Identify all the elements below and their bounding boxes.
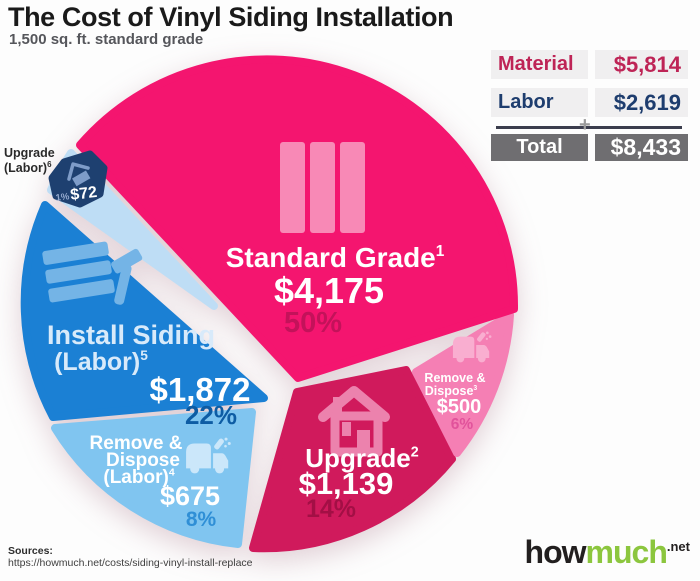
slice-text-remove-dispose-labor: (Labor)4 [103,467,174,488]
sources: Sources: https://howmuch.net/costs/sidin… [8,545,253,569]
tilted-house-icon [67,162,91,187]
slice-footnote: 6 [47,159,52,169]
slice-label-line: (Labor) [4,160,48,175]
labor-value: $2,619 [595,88,688,117]
slice-text-remove-dispose: Dispose3 [425,384,478,398]
svg-text:1%: 1% [55,191,71,204]
table-row-material: Material $5,814 [491,50,688,79]
cost-summary-table: Material $5,814 + Labor $2,619 Total $8,… [491,50,688,161]
slice-text-standard-grade: Standard Grade1 [226,242,445,273]
slice-text-remove-dispose: $500 [437,396,482,418]
slice-text-remove-dispose-labor: Remove & [90,433,183,454]
garbage-truck-icon [186,437,231,474]
logo-part2: much [585,534,668,570]
slice-text-install-siding-labor: $1,872 [150,371,251,408]
howmuch-logo: howmuch.net [525,534,690,571]
slice-text-remove-dispose-labor: Dispose [106,450,180,471]
sources-label: Sources: [8,545,53,557]
source-url[interactable]: https://howmuch.net/costs/siding-vinyl-i… [8,557,253,569]
slice-label-upgrade-labor: Upgrade (Labor)6 [4,146,55,175]
slice-text-remove-dispose-labor: $675 [160,481,220,511]
siding-hammer-icon [42,241,143,305]
page-subtitle: 1,500 sq. ft. standard grade [9,31,204,48]
slice-text-install-siding-labor: 22% [185,400,237,430]
table-divider [496,126,682,129]
page-title: The Cost of Vinyl Siding Installation [8,2,454,32]
labor-label: Labor [491,88,588,117]
total-value: $8,433 [595,134,688,161]
slice-text-standard-grade: $4,175 [274,270,384,311]
material-label: Material [491,50,588,79]
slice-text-standard-grade: 50% [284,307,342,339]
logo-suffix: .net [666,539,690,554]
material-value: $5,814 [595,50,688,79]
house-icon [318,386,390,457]
slice-text-upgrade: 14% [306,495,356,523]
slice-text-remove-dispose: 6% [451,416,474,433]
upgrade-labor-badge-text: 1% $72 [55,184,98,204]
logo-part1: how [524,534,587,570]
slice-text-upgrade: Upgrade2 [305,443,418,473]
table-row-labor: Labor $2,619 [491,88,688,117]
plus-sign: + [579,114,591,136]
slice-text-remove-dispose-labor: 8% [186,508,217,531]
slice-text-install-siding-labor: Install Siding [47,320,215,350]
table-row-total: Total $8,433 [491,134,688,161]
slice-label-line: Upgrade [4,146,55,160]
pie-slice-upgrade [249,366,456,553]
garbage-truck-icon [452,331,492,363]
svg-text:$72: $72 [69,184,98,204]
slice-text-upgrade: $1,139 [299,466,394,501]
total-label: Total [491,134,588,161]
slice-text-remove-dispose: Remove & [424,371,485,385]
slice-text-install-siding-labor: (Labor)5 [54,348,148,376]
vertical-siding-icon [280,142,365,233]
